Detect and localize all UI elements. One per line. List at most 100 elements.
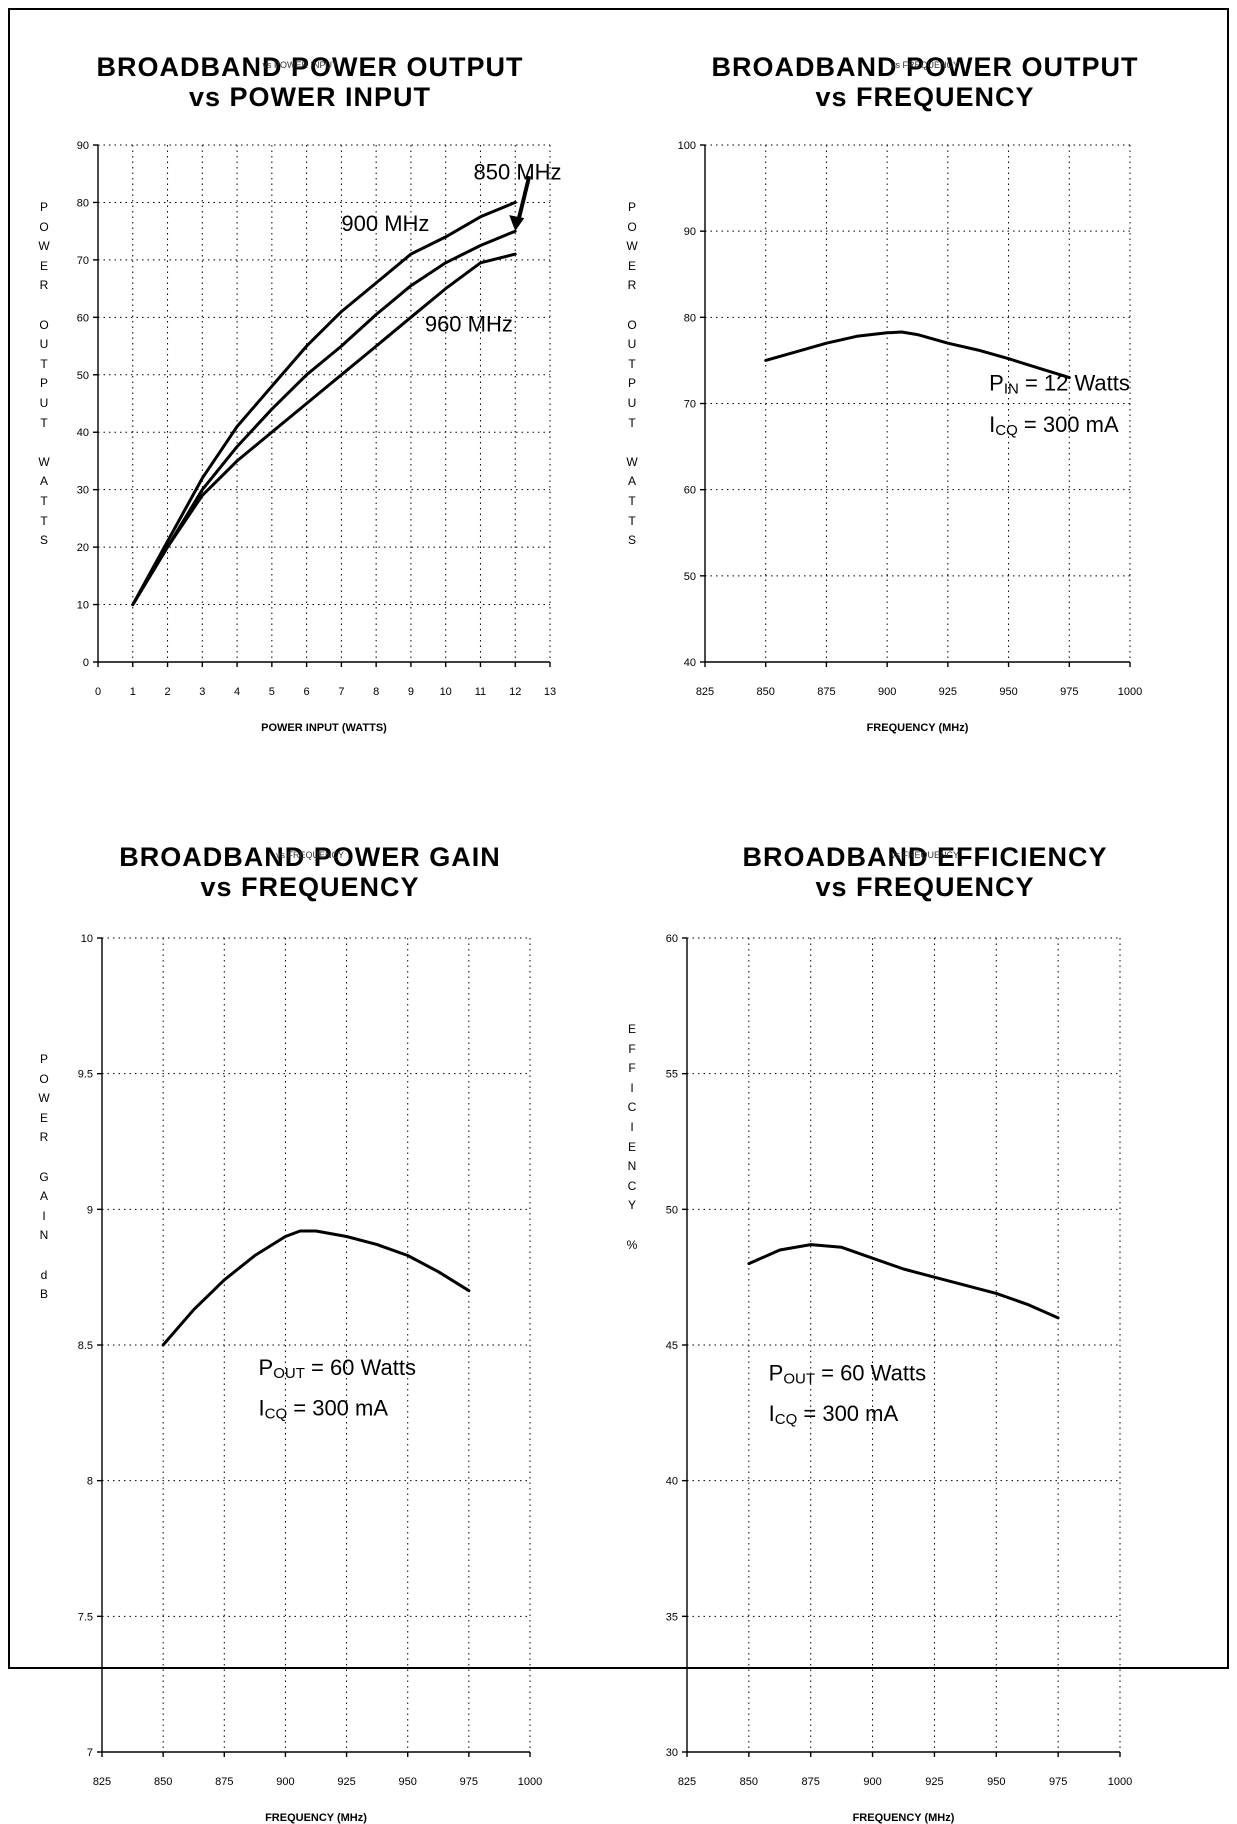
- chart-title-line1: BROADBAND EFFICIENCY: [742, 842, 1108, 872]
- x-tick-label: 4: [234, 686, 240, 698]
- chart-panel-4: BROADBAND EFFICIENCY vs FREQUENCY vs FRE…: [625, 830, 1225, 1824]
- y-tick-label: 100: [678, 140, 696, 152]
- y-tick-label: 80: [77, 197, 89, 209]
- series-line-900-mhz: [131, 200, 517, 607]
- chart-svg: 30 35 40 45 50 55 60 825 850 875 900 925 950 975 1000 P…: [666, 933, 1132, 1788]
- chart-panel-1: BROADBAND POWER OUTPUT vs POWER INPUT vs…: [10, 0, 610, 780]
- y-tick-label: 10: [81, 933, 93, 945]
- x-tick-label: 850: [757, 686, 775, 698]
- annotation: POUT = 60 Watts: [769, 1360, 926, 1387]
- chart-title-line2: vs FREQUENCY: [200, 872, 420, 902]
- y-tick-label: 90: [684, 226, 696, 238]
- x-tick-label: 975: [460, 1776, 478, 1788]
- y-tick-label: 50: [77, 370, 89, 382]
- x-tick-label: 10: [440, 686, 452, 698]
- y-axis-label: P O W E R G A I N d B: [38, 1052, 50, 1302]
- x-tick-label: 1000: [1118, 686, 1142, 698]
- y-tick-label: 40: [684, 657, 696, 669]
- x-tick-label: 900: [863, 1776, 881, 1788]
- annotation: ICQ = 300 mA: [989, 412, 1119, 439]
- x-tick-label: 0: [95, 686, 101, 698]
- x-tick-label: 950: [999, 686, 1017, 698]
- x-tick-label: 2: [164, 686, 170, 698]
- x-tick-label: 875: [817, 686, 835, 698]
- chart-title-line2: vs FREQUENCY: [815, 82, 1035, 112]
- y-tick-label: 90: [77, 140, 89, 152]
- annotation: ICQ = 300 mA: [259, 1396, 389, 1423]
- x-tick-label: 975: [1049, 1776, 1067, 1788]
- y-tick-label: 10: [77, 600, 89, 612]
- y-tick-label: 45: [666, 1340, 678, 1352]
- x-tick-label: 825: [93, 1776, 111, 1788]
- y-axis-label: P O W E R O U T P U T W A T T S: [626, 200, 638, 548]
- chart-panel-2: BROADBAND POWER OUTPUT vs FREQUENCY vs F…: [625, 0, 1225, 780]
- x-tick-label: 925: [925, 1776, 943, 1788]
- x-tick-label: 900: [276, 1776, 294, 1788]
- y-tick-label: 55: [666, 1069, 678, 1081]
- arrow-shaft: [516, 175, 532, 222]
- x-tick-label: 875: [215, 1776, 233, 1788]
- x-tick-label: 1000: [518, 1776, 542, 1788]
- x-tick-label: 950: [987, 1776, 1005, 1788]
- x-tick-label: 900: [878, 686, 896, 698]
- x-axis-label: POWER INPUT (WATTS): [261, 722, 387, 734]
- x-tick-label: 850: [740, 1776, 758, 1788]
- annotation: 850 MHz: [474, 159, 562, 184]
- annotation: ICQ = 300 mA: [769, 1401, 899, 1428]
- chart-panel-3: BROADBAND POWER GAIN vs FREQUENCY vs FRE…: [10, 830, 610, 1824]
- x-tick-label: 13: [544, 686, 556, 698]
- y-tick-label: 40: [666, 1476, 678, 1488]
- x-tick-label: 825: [696, 686, 714, 698]
- x-tick-label: 7: [338, 686, 344, 698]
- annotation: POUT = 60 Watts: [259, 1355, 416, 1382]
- y-tick-label: 60: [77, 312, 89, 324]
- chart-title-line1: BROADBAND POWER OUTPUT: [711, 52, 1139, 82]
- y-tick-label: 8.5: [78, 1340, 93, 1352]
- y-tick-label: 30: [666, 1747, 678, 1759]
- y-tick-label: 70: [684, 399, 696, 411]
- y-tick-label: 35: [666, 1611, 678, 1623]
- x-tick-label: 925: [337, 1776, 355, 1788]
- arrow-head: [509, 215, 525, 232]
- page-frame: [8, 8, 1229, 1669]
- y-tick-label: 80: [684, 312, 696, 324]
- x-tick-label: 11: [475, 686, 486, 698]
- annotation: 900 MHz: [341, 211, 429, 236]
- y-axis-label: P O W E R O U T P U T W A T T S: [38, 200, 50, 548]
- series-line-850-mhz: [131, 252, 517, 607]
- y-tick-label: 8: [87, 1476, 93, 1488]
- y-tick-label: 40: [77, 427, 89, 439]
- x-tick-label: 1: [130, 686, 136, 698]
- x-tick-label: 6: [304, 686, 310, 698]
- x-tick-label: 12: [509, 686, 521, 698]
- chart-title-line2: vs POWER INPUT: [188, 82, 432, 112]
- y-tick-label: 9: [87, 1204, 93, 1216]
- y-tick-label: 0: [83, 657, 89, 669]
- x-tick-label: 9: [408, 686, 414, 698]
- x-tick-label: 875: [802, 1776, 820, 1788]
- x-tick-label: 925: [939, 686, 957, 698]
- series-line-960-mhz: [131, 229, 517, 607]
- x-axis-label: FREQUENCY (MHz): [852, 1812, 955, 1824]
- series-line: [764, 330, 1071, 380]
- chart-title-line1: BROADBAND POWER GAIN: [119, 842, 501, 872]
- y-tick-label: 50: [666, 1204, 678, 1216]
- x-tick-label: 850: [154, 1776, 172, 1788]
- chart-svg: 7 7.5 8 8.5 9 9.5 10 825 850 875 900 925 950 975 1000 P…: [78, 933, 543, 1788]
- x-axis-label: FREQUENCY (MHz): [265, 1812, 367, 1824]
- chart-title-line2: vs FREQUENCY: [815, 872, 1035, 902]
- y-tick-label: 20: [77, 542, 89, 554]
- y-tick-label: 7.5: [78, 1611, 93, 1623]
- chart-title-line1: BROADBAND POWER OUTPUT: [96, 52, 524, 82]
- x-tick-label: 5: [269, 686, 275, 698]
- x-tick-label: 975: [1060, 686, 1078, 698]
- annotation: 960 MHz: [425, 312, 513, 337]
- y-axis-label: E F F I C I E N C Y %: [626, 1022, 638, 1252]
- y-tick-label: 9.5: [78, 1069, 93, 1081]
- x-tick-label: 8: [373, 686, 379, 698]
- y-tick-label: 60: [684, 485, 696, 497]
- series-line: [747, 1243, 1060, 1320]
- y-tick-label: 7: [87, 1747, 93, 1759]
- x-axis-label: FREQUENCY (MHz): [866, 722, 969, 734]
